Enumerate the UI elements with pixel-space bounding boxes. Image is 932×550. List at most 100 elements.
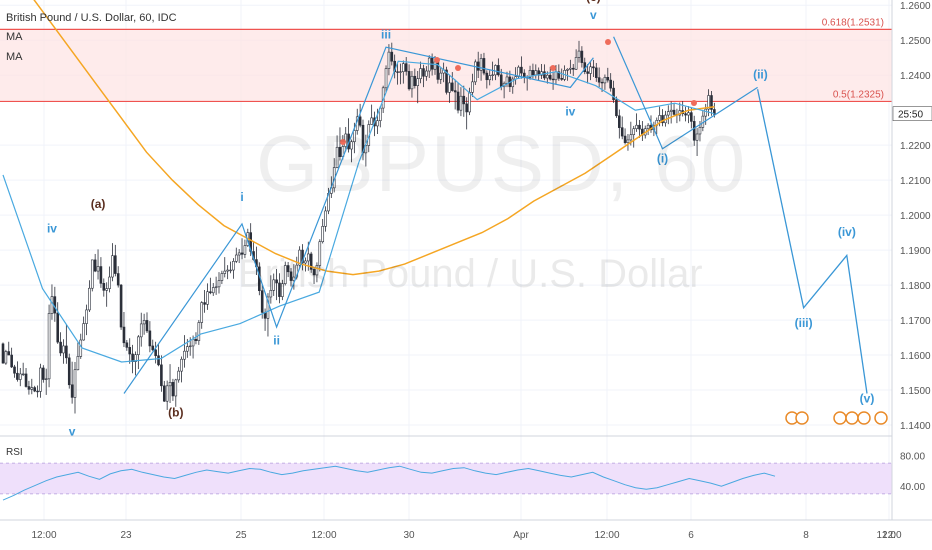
candle-body [497,65,500,76]
candle-body [180,358,183,372]
candle-body [306,253,310,262]
current-price-label: 25:50 [898,110,923,121]
watermark-symbol: GBPUSD, 60 [256,119,748,208]
candle-body [600,81,604,84]
candle-body [672,109,676,115]
price-tick: 1.2500 [900,36,931,47]
candle-body [517,66,520,77]
candle-body [387,51,391,69]
wave-label: (a) [91,197,106,211]
time-tick: 12:00 [311,530,336,541]
candle-body [321,226,324,243]
candle-body [47,313,51,380]
candle-body [76,356,80,371]
candle-body [116,273,120,286]
price-tick: 1.2000 [900,211,931,222]
candle-body [612,87,615,100]
candle-body [459,95,463,111]
candle-body [402,63,405,73]
candle-body [281,283,284,297]
candle-body [67,357,71,386]
candle-body [122,326,126,344]
candle-body [217,280,221,288]
candle-body [88,287,91,311]
fib-label: 0.618(1.2531) [822,17,884,28]
candle-body [462,95,466,105]
candle-body [338,146,342,158]
candle-body [154,349,157,357]
candle-body [450,82,454,91]
candle-body [646,124,650,130]
candle-body [479,58,483,71]
price-tick: 1.1700 [900,316,931,327]
candle-body [269,290,273,298]
candle-body [534,70,538,76]
candle-body [669,109,673,112]
candle-body [626,139,630,144]
candle-body [433,61,437,70]
candle-body [710,95,713,110]
candle-body [200,302,204,323]
candle-body [425,70,428,77]
indicator-ma-1[interactable]: MA [6,31,23,43]
candle-body [134,354,137,362]
candle-body [21,373,25,376]
candle-body [410,75,414,90]
candle-body [131,353,134,362]
event-flag-icon [795,411,809,425]
candle-body [188,345,192,348]
candle-body [422,68,425,77]
price-tick: 1.1900 [900,246,931,257]
candle-body [404,63,408,72]
candle-body [275,279,278,284]
candle-body [445,69,448,93]
candle-body [554,71,558,81]
candle-body [206,291,209,305]
rsi-band [0,463,892,494]
event-flag-icon [857,411,871,425]
event-markers [340,39,888,425]
candle-body [266,296,270,319]
candle-body [399,71,402,73]
wave-label: (iii) [795,316,813,330]
candle-body [695,133,699,141]
candle-body [139,323,143,338]
candle-body [551,78,555,81]
candle-body [546,74,549,79]
candle-body [557,71,561,79]
candle-body [713,109,716,115]
candle-body [234,254,238,262]
candle-body [85,309,88,324]
price-candles [1,40,716,414]
candle-body [335,146,339,168]
candle-body [59,341,62,354]
candle-body [571,67,575,70]
candle-body [177,370,180,381]
candle-body [160,364,163,387]
candle-body [209,291,212,294]
candle-body [629,134,633,141]
indicator-ma-2[interactable]: MA [6,51,23,63]
time-tick: 12:00 [31,530,56,541]
candle-body [108,276,111,289]
candle-body [16,372,19,380]
candle-body [142,320,146,325]
candle-body [36,390,39,393]
candle-body [589,66,592,74]
candle-body [298,249,301,266]
wave-label: iv [565,104,575,118]
candle-body [482,58,486,74]
event-flag-icon [874,411,888,425]
candle-body [240,252,244,255]
candle-body [53,296,57,314]
candle-body [286,265,290,273]
rsi-tick: 40.00 [900,482,925,493]
candle-body [197,322,201,342]
candle-body [243,245,247,255]
candle-body [27,386,31,390]
wave-label: ii [273,334,280,348]
candle-body [609,79,612,89]
candle-body [62,345,65,354]
